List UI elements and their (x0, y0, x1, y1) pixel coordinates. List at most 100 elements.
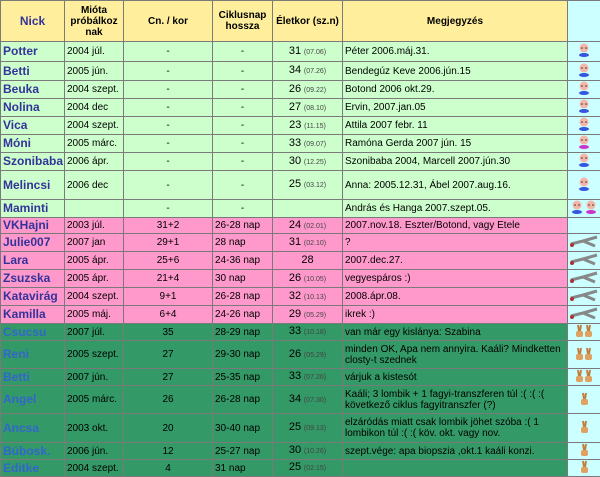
birthday: (10.13) (304, 294, 326, 301)
cycle-count: - (124, 171, 213, 200)
nick: Editke (1, 460, 65, 477)
nick: Ancsa (1, 414, 65, 443)
note: Péter 2006.máj.31. (343, 42, 568, 62)
birthday: (07.06) (304, 49, 326, 56)
header-cn: Cn. / kor (124, 1, 213, 42)
nick: Csucsu (1, 324, 65, 341)
since: 2004 szept. (65, 460, 124, 477)
age-cell: 33 (10.18) (273, 324, 343, 341)
cycle-length: 26-28 nap (213, 288, 273, 306)
age-cell: 32 (10.13) (273, 288, 343, 306)
cycle-length: - (213, 153, 273, 171)
age: 26 (289, 83, 301, 95)
note: van már egy kislánya: Szabina (343, 324, 568, 341)
since: 2003 júl. (65, 218, 124, 234)
note: minden OK, Apa nem annyira. Kaáli? Mindk… (343, 341, 568, 369)
since: 2005 szept. (65, 341, 124, 369)
since: 2005 márc. (65, 135, 124, 153)
cycle-count: 25+6 (124, 252, 213, 270)
cycle-length: 25-35 nap (213, 369, 273, 386)
cycle-length: 28-29 nap (213, 324, 273, 341)
birthday: (11.15) (304, 123, 326, 130)
stork-icon (568, 270, 600, 288)
cycle-count: - (124, 153, 213, 171)
since: 2007 júl. (65, 324, 124, 341)
cycle-count: 6+4 (124, 306, 213, 324)
cycle-length: 30 nap (213, 270, 273, 288)
cycle-length: 31 nap (213, 460, 273, 477)
age-cell: 29 (05.29) (273, 306, 343, 324)
age-cell: 28 (273, 252, 343, 270)
age: 23 (289, 119, 301, 131)
birthday: (12.25) (304, 159, 326, 166)
age: 26 (289, 348, 301, 360)
age-cell: 25 (03.12) (273, 171, 343, 200)
age: 33 (289, 325, 301, 337)
since: 2005 jún. (65, 62, 124, 81)
table-row: Maminti-- András és Hanga 2007.szept.05. (1, 200, 600, 218)
note: Ervin, 2007.jan.05 (343, 99, 568, 117)
age-cell: 33 (09.07) (273, 135, 343, 153)
cycle-length: 26-28 nap (213, 386, 273, 414)
cycle-count: 29+1 (124, 234, 213, 252)
age-cell (273, 200, 343, 218)
birthday: (07.26) (304, 68, 326, 75)
crossed-fingers-double-icon (568, 369, 600, 386)
age-cell: 31 (02.10) (273, 234, 343, 252)
since: 2005 ápr. (65, 252, 124, 270)
nick: Katavirág (1, 288, 65, 306)
cycle-count: 12 (124, 443, 213, 460)
cycle-count: - (124, 200, 213, 218)
baby-boy-icon (568, 153, 600, 171)
age: 24 (289, 219, 301, 231)
age: 26 (289, 272, 301, 284)
cycle-length: 24-36 nap (213, 252, 273, 270)
cycle-count: - (124, 62, 213, 81)
stork-icon (568, 252, 600, 270)
cycle-count: - (124, 117, 213, 135)
since: 2006 jún. (65, 443, 124, 460)
crossed-fingers-double-icon (568, 341, 600, 369)
since: 2005 máj. (65, 306, 124, 324)
since: 2004 szept. (65, 81, 124, 99)
age: 33 (289, 137, 301, 149)
cycle-count: - (124, 99, 213, 117)
empty-icon (568, 218, 600, 234)
age: 25 (289, 421, 301, 433)
cycle-count: 21+4 (124, 270, 213, 288)
age: 31 (289, 236, 301, 248)
age-cell: 26 (05.29) (273, 341, 343, 369)
since (65, 200, 124, 218)
cycle-count: 26 (124, 386, 213, 414)
birthday: (03.12) (304, 182, 326, 189)
crossed-fingers-icon (568, 414, 600, 443)
since: 2004 júl. (65, 42, 124, 62)
birthday: (05.29) (304, 352, 326, 359)
nick: Móni (1, 135, 65, 153)
birthday: (09.22) (304, 87, 326, 94)
nick: Potter (1, 42, 65, 62)
age-cell: 31 (07.06) (273, 42, 343, 62)
age-cell: 26 (10.05) (273, 270, 343, 288)
birthday: (02.10) (304, 240, 326, 247)
birthday: (10.26) (304, 448, 326, 455)
note: ikrek :) (343, 306, 568, 324)
baby-girl-icon (568, 135, 600, 153)
cycle-count: 27 (124, 341, 213, 369)
age: 34 (289, 393, 301, 405)
cycle-length: - (213, 62, 273, 81)
age: 32 (289, 290, 301, 302)
nick: Zsuzska (1, 270, 65, 288)
nick: Reni (1, 341, 65, 369)
age: 31 (289, 45, 301, 57)
cycle-length: 25-27 nap (213, 443, 273, 460)
